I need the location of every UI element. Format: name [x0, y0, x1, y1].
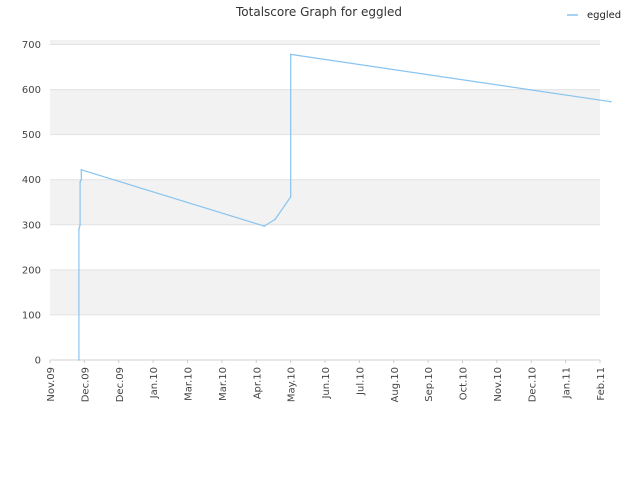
- data-point: [79, 224, 81, 226]
- data-point: [80, 178, 83, 181]
- x-tick-label: Sep.10: [424, 367, 435, 402]
- x-tick-label: Dec.09: [80, 367, 91, 402]
- x-tick-label: Mar.10: [184, 367, 195, 401]
- y-tick-label: 600: [22, 85, 41, 96]
- y-tick-label: 500: [22, 130, 41, 141]
- chart-title: Totalscore Graph for eggled: [235, 5, 402, 19]
- data-point: [79, 181, 81, 183]
- x-tick-label: Aug.10: [390, 367, 401, 402]
- plot-band: [50, 89, 600, 135]
- y-tick-label: 200: [22, 265, 41, 276]
- x-tick-label: Oct.10: [459, 367, 470, 400]
- data-point: [289, 53, 292, 56]
- data-point: [289, 196, 292, 198]
- x-tick-label: Apr.10: [252, 367, 263, 399]
- x-tick-label: Feb.11: [596, 367, 607, 401]
- y-tick-label: 400: [22, 175, 41, 186]
- x-tick-label: Jan.10: [149, 367, 160, 399]
- y-tick-label: 100: [22, 310, 41, 321]
- data-point: [610, 100, 612, 103]
- plot-area: [50, 40, 600, 360]
- y-axis: 0 100 200 300 400 500 600 700: [22, 40, 41, 366]
- legend-label: eggled: [587, 10, 621, 21]
- x-axis: Nov.09 Dec.09 Dec.09 Jan.10 Mar.10 Mar.10 Apr.…: [46, 359, 607, 402]
- data-point: [78, 359, 80, 361]
- plot-band: [50, 269, 600, 315]
- x-tick-label: Mar.10: [218, 367, 229, 401]
- data-point: [78, 228, 80, 231]
- plot-band: [50, 179, 600, 225]
- x-tick-label: Nov.09: [46, 367, 57, 402]
- legend: eggled: [567, 10, 621, 21]
- x-tick-label: Jul.10: [355, 367, 366, 396]
- x-tick-label: May.10: [287, 367, 298, 402]
- y-tick-label: 700: [22, 40, 41, 51]
- x-tick-label: Nov.10: [493, 367, 504, 402]
- plot-band: [50, 40, 600, 45]
- data-point: [274, 218, 276, 221]
- series-layer: [78, 53, 612, 361]
- y-tick-label: 300: [22, 220, 41, 231]
- x-tick-label: Jan.11: [562, 367, 573, 399]
- y-tick-label: 0: [35, 356, 41, 367]
- data-point: [80, 169, 83, 171]
- data-point: [263, 225, 266, 227]
- x-tick-label: Dec.09: [115, 367, 126, 402]
- x-tick-label: Dec.10: [527, 367, 538, 402]
- x-tick-label: Jun.10: [321, 367, 332, 400]
